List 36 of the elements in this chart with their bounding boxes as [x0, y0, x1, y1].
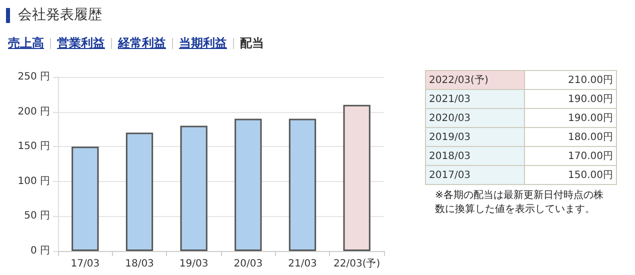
category-label: 2018/03	[426, 146, 524, 166]
y-tick-label: 150 円	[18, 141, 50, 152]
y-tick-label: 0 円	[30, 246, 50, 256]
y-tick-label: 250 円	[18, 72, 50, 82]
text: 170.00円	[568, 151, 613, 162]
chart-title: 会社発表履歴	[18, 6, 102, 24]
y-tick-label: 50 円	[24, 210, 50, 222]
text: 190.00円	[568, 113, 613, 124]
category-label: 2019/03	[426, 128, 524, 146]
x-tick-label: 18/03	[125, 258, 154, 270]
category-label: 2017/03	[426, 166, 524, 184]
bar	[72, 146, 99, 251]
category-label: 2022/03(予)	[426, 70, 524, 90]
text: 営業利益	[57, 35, 105, 52]
bar	[288, 118, 316, 251]
text: 210.00円	[568, 75, 613, 86]
text: 経常利益	[118, 35, 166, 52]
x-tick-label: 22/03(予)	[334, 258, 380, 270]
text: 180.00円	[568, 132, 613, 143]
text: 売上高	[8, 35, 44, 52]
x-tick-label: 17/03	[70, 258, 100, 270]
x-tick-label: 21/03	[288, 258, 317, 270]
y-tick-label: 100 円	[18, 176, 50, 187]
x-tick-label: 19/03	[179, 258, 208, 270]
text: 当期利益	[179, 35, 227, 52]
bar	[126, 132, 154, 251]
bar	[180, 126, 208, 251]
text: 150.00円	[568, 170, 613, 181]
text: ※各期の配当は最新更新日付時点の株数に換算した値を表示しています。	[435, 189, 604, 217]
category-label: 2020/03	[426, 108, 524, 128]
y-tick-label: 200 円	[18, 106, 50, 118]
text: 配当	[240, 35, 264, 52]
bar	[234, 118, 262, 251]
x-tick-label: 20/03	[234, 258, 263, 270]
category-label: 2021/03	[426, 90, 524, 108]
text: 190.00円	[568, 94, 613, 105]
